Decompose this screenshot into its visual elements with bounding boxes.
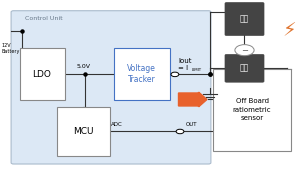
Circle shape [235, 45, 254, 56]
Text: Iout: Iout [178, 58, 192, 64]
Text: −: − [241, 46, 248, 55]
Bar [114, 48, 170, 100]
Text: 12V
Battery: 12V Battery [2, 43, 20, 54]
Text: 地絡: 地絡 [240, 64, 249, 73]
Text: Voltage
Tracker: Voltage Tracker [127, 64, 156, 84]
Circle shape [171, 72, 179, 77]
Bar [20, 48, 64, 100]
Text: Off Board
ratiometric
sensor: Off Board ratiometric sensor [233, 98, 271, 121]
Text: LDO: LDO [33, 70, 51, 79]
FancyArrow shape [178, 92, 207, 107]
Text: OUT: OUT [186, 122, 197, 127]
FancyBboxPatch shape [11, 11, 211, 164]
Circle shape [176, 129, 184, 134]
Text: LIMIT: LIMIT [192, 68, 202, 72]
Text: ⚡: ⚡ [283, 22, 296, 41]
FancyBboxPatch shape [225, 54, 264, 82]
FancyBboxPatch shape [225, 3, 264, 35]
Bar [57, 107, 110, 156]
Bar [213, 69, 291, 151]
Text: = I: = I [178, 65, 189, 71]
Text: ADC: ADC [111, 122, 123, 127]
Text: Control Unit: Control Unit [26, 16, 63, 21]
Text: 天絡: 天絡 [240, 15, 249, 24]
Text: 5.0V: 5.0V [77, 64, 91, 69]
Text: MCU: MCU [73, 127, 94, 136]
